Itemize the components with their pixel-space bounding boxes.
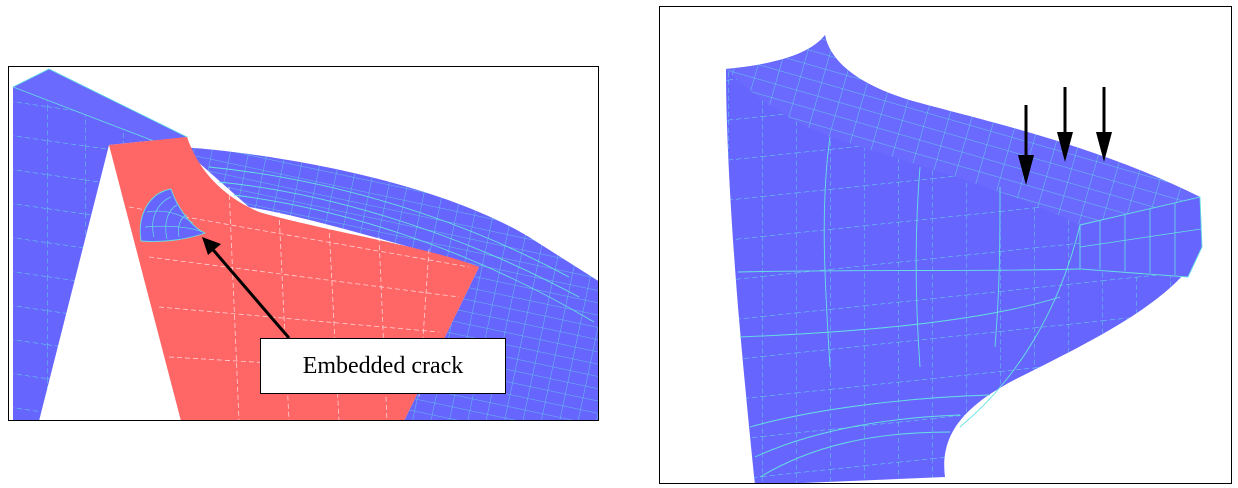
arrow-pointer-icon	[202, 237, 221, 255]
load-arrow-icon	[1057, 132, 1073, 162]
left-panel-crack-view: Embedded crack	[8, 66, 599, 421]
embedded-crack-label: Embedded crack	[260, 338, 506, 394]
load-arrow-icon	[1018, 155, 1034, 185]
right-panel-load-view	[659, 6, 1232, 484]
load-arrow-icon	[1096, 132, 1112, 162]
loaded-model-drawing	[726, 35, 1203, 483]
load-arrows	[1018, 87, 1112, 185]
end-face	[1079, 196, 1203, 278]
